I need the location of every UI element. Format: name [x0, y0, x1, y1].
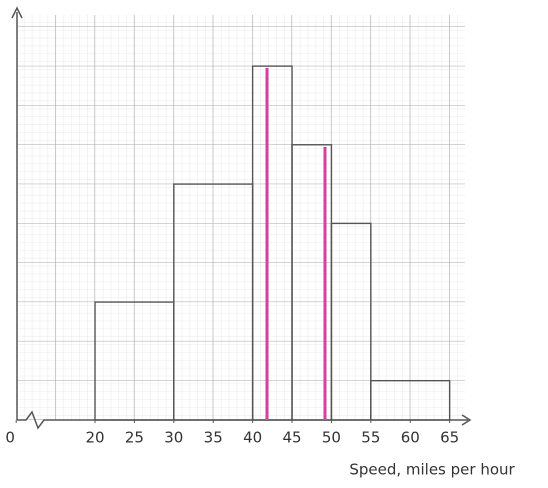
chart: Speed, miles per hour 0 20 25 30 35 40 45 50 55 6… [0, 0, 548, 488]
x-tick-label: 45 [282, 429, 301, 447]
x-tick-label: 0 [5, 429, 15, 447]
x-axis-title: Speed, miles per hour [349, 461, 515, 479]
x-tick-label: 35 [204, 429, 223, 447]
x-tick-label: 60 [401, 429, 420, 447]
x-tick-label: 30 [164, 429, 183, 447]
x-tick-label: 65 [440, 429, 459, 447]
x-tick-label: 20 [85, 429, 104, 447]
graph-paper [17, 15, 465, 420]
x-tick-label: 40 [243, 429, 262, 447]
x-tick-label: 25 [125, 429, 144, 447]
x-tick-label: 50 [322, 429, 341, 447]
x-tick-label: 55 [361, 429, 380, 447]
